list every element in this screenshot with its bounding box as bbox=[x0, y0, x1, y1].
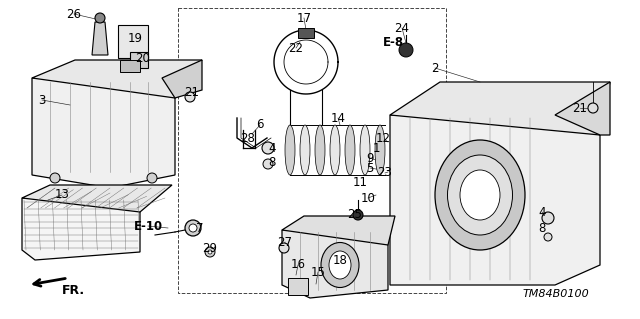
Polygon shape bbox=[162, 60, 202, 98]
Text: 14: 14 bbox=[330, 112, 346, 124]
Circle shape bbox=[544, 233, 552, 241]
Circle shape bbox=[147, 173, 157, 183]
Polygon shape bbox=[120, 60, 140, 72]
Text: 12: 12 bbox=[376, 131, 390, 145]
Text: 15: 15 bbox=[310, 265, 325, 278]
Polygon shape bbox=[555, 82, 610, 135]
Polygon shape bbox=[130, 52, 148, 68]
Circle shape bbox=[208, 250, 212, 254]
Circle shape bbox=[263, 159, 273, 169]
Polygon shape bbox=[282, 216, 395, 245]
Text: 24: 24 bbox=[394, 21, 410, 34]
Polygon shape bbox=[32, 60, 202, 98]
Circle shape bbox=[542, 212, 554, 224]
Circle shape bbox=[205, 247, 215, 257]
Circle shape bbox=[50, 173, 60, 183]
Bar bbox=[178, 8, 446, 293]
Text: E-8: E-8 bbox=[383, 36, 404, 49]
Ellipse shape bbox=[330, 125, 340, 175]
Ellipse shape bbox=[329, 251, 351, 279]
Polygon shape bbox=[32, 78, 175, 188]
Circle shape bbox=[353, 210, 363, 220]
Polygon shape bbox=[390, 115, 600, 285]
Text: 4: 4 bbox=[268, 142, 276, 154]
Polygon shape bbox=[22, 185, 172, 212]
Text: 6: 6 bbox=[256, 118, 264, 131]
Ellipse shape bbox=[447, 155, 513, 235]
Ellipse shape bbox=[375, 125, 385, 175]
Text: 25: 25 bbox=[348, 209, 362, 221]
Text: 8: 8 bbox=[538, 221, 546, 234]
Text: 10: 10 bbox=[360, 191, 376, 204]
Text: 18: 18 bbox=[333, 254, 348, 266]
Polygon shape bbox=[22, 198, 140, 260]
Text: 23: 23 bbox=[378, 167, 392, 180]
Text: E-10: E-10 bbox=[133, 219, 163, 233]
Circle shape bbox=[262, 142, 274, 154]
Ellipse shape bbox=[345, 125, 355, 175]
Circle shape bbox=[399, 43, 413, 57]
Text: 5: 5 bbox=[366, 161, 374, 174]
Ellipse shape bbox=[435, 140, 525, 250]
Text: 26: 26 bbox=[67, 8, 81, 20]
Text: 2: 2 bbox=[431, 62, 439, 75]
Text: 11: 11 bbox=[353, 176, 367, 189]
Circle shape bbox=[95, 13, 105, 23]
Text: 1: 1 bbox=[372, 142, 380, 154]
Polygon shape bbox=[288, 278, 308, 295]
Text: 28: 28 bbox=[241, 131, 255, 145]
Text: 21: 21 bbox=[573, 101, 588, 115]
Polygon shape bbox=[282, 230, 388, 298]
Circle shape bbox=[185, 220, 201, 236]
Text: 21: 21 bbox=[184, 85, 200, 99]
Text: 27: 27 bbox=[278, 235, 292, 249]
Text: 22: 22 bbox=[289, 41, 303, 55]
Text: 9: 9 bbox=[366, 152, 374, 165]
Text: 4: 4 bbox=[538, 205, 546, 219]
Ellipse shape bbox=[460, 170, 500, 220]
Ellipse shape bbox=[360, 125, 370, 175]
Text: 17: 17 bbox=[296, 11, 312, 25]
Circle shape bbox=[279, 243, 289, 253]
Text: 13: 13 bbox=[54, 189, 69, 202]
Polygon shape bbox=[118, 25, 148, 58]
Text: 16: 16 bbox=[291, 258, 305, 271]
Ellipse shape bbox=[321, 242, 359, 287]
Ellipse shape bbox=[315, 125, 325, 175]
Text: 29: 29 bbox=[202, 241, 218, 255]
Ellipse shape bbox=[300, 125, 310, 175]
Text: TM84B0100: TM84B0100 bbox=[523, 289, 589, 299]
Circle shape bbox=[588, 103, 598, 113]
Polygon shape bbox=[298, 28, 314, 38]
Polygon shape bbox=[92, 22, 108, 55]
Circle shape bbox=[189, 224, 197, 232]
Text: FR.: FR. bbox=[62, 284, 85, 296]
Text: 7: 7 bbox=[196, 221, 204, 234]
Polygon shape bbox=[390, 82, 610, 135]
Circle shape bbox=[185, 92, 195, 102]
Text: 19: 19 bbox=[127, 32, 143, 44]
Text: 8: 8 bbox=[268, 155, 276, 168]
Ellipse shape bbox=[285, 125, 295, 175]
Text: 20: 20 bbox=[136, 51, 150, 64]
Text: 3: 3 bbox=[38, 93, 45, 107]
